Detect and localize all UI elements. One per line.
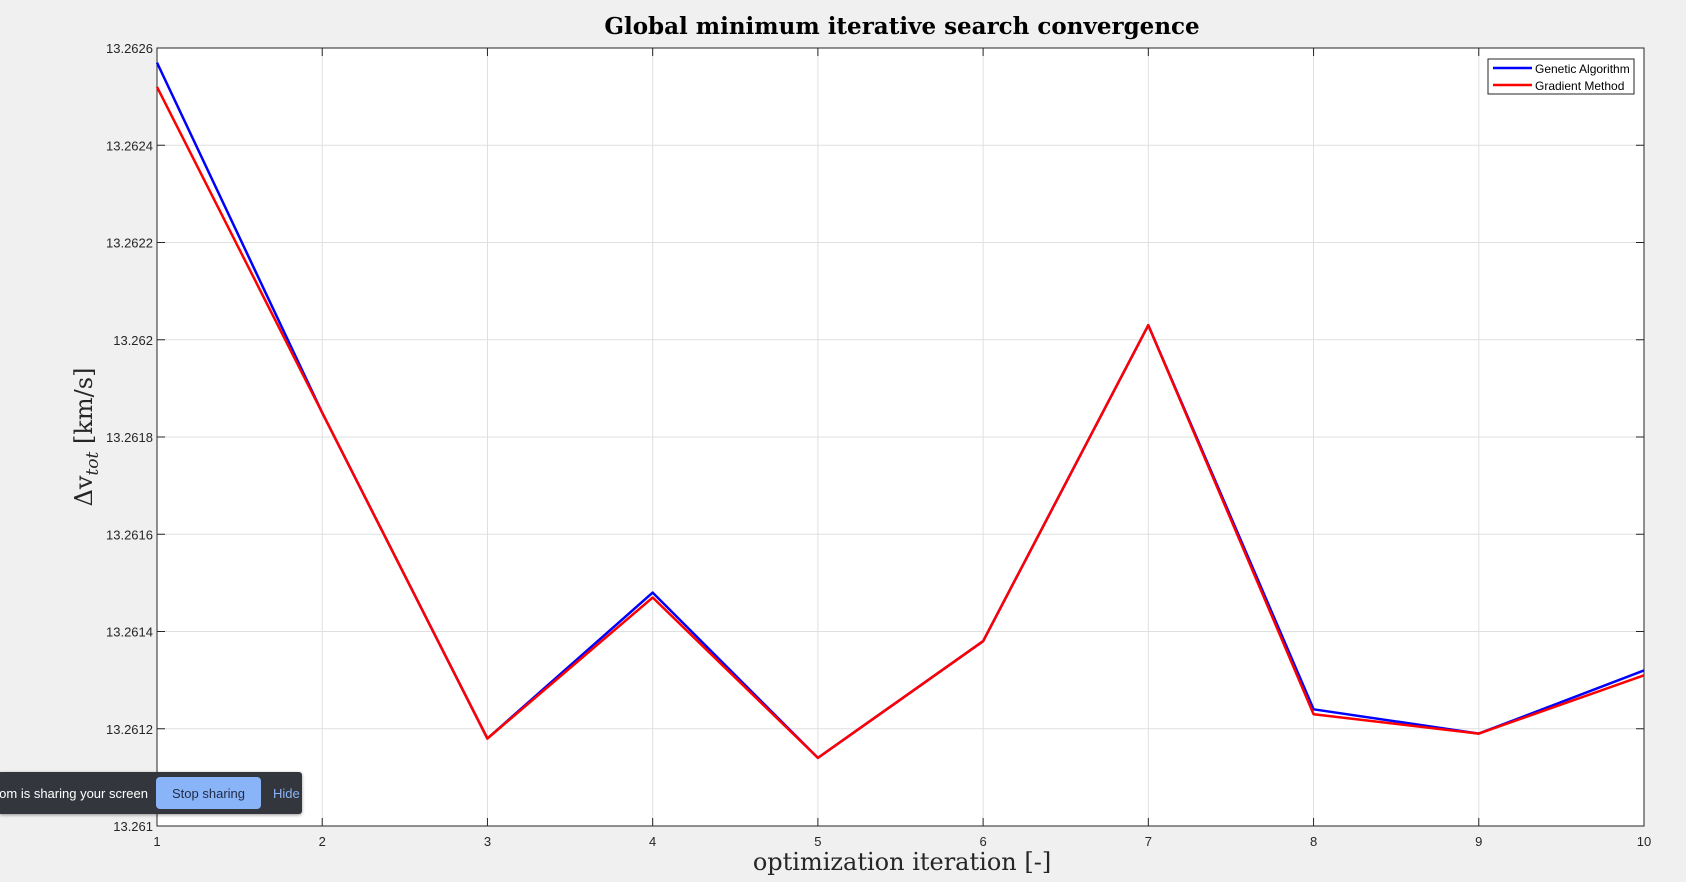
hide-button[interactable]: Hide (273, 785, 300, 801)
x-tick-label: 6 (979, 834, 986, 849)
screen-share-message: meet.google.com is sharing your screen. (0, 785, 148, 801)
y-tick-label: 13.2618 (106, 430, 153, 445)
y-tick-label: 13.2614 (106, 625, 153, 640)
chart-title: Global minimum iterative search converge… (604, 13, 1199, 40)
y-tick-label: 13.2612 (106, 722, 153, 737)
x-tick-label: 4 (649, 834, 656, 849)
x-tick-label: 1 (153, 834, 160, 849)
x-tick-label: 5 (814, 834, 821, 849)
x-tick-label: 8 (1310, 834, 1317, 849)
y-axis-label: Δvtot [km/s] (70, 368, 103, 507)
y-tick-label: 13.2622 (106, 236, 153, 251)
y-tick-label: 13.2616 (106, 527, 153, 542)
y-axis-label-symbol: Δv (70, 475, 98, 506)
series-lines (155, 62, 1645, 760)
legend-label-genetic: Genetic Algorithm (1535, 62, 1630, 76)
y-tick-label: 13.261 (113, 819, 153, 834)
x-tick-label: 7 (1145, 834, 1152, 849)
legend: Genetic Algorithm Gradient Method (1487, 58, 1635, 95)
x-tick-label: 9 (1475, 834, 1482, 849)
y-tick-label: 13.2626 (106, 41, 153, 56)
axis-ticks: 1 2 3 4 5 6 7 8 9 10 13.261 13.2612 13.2614 13.2616 13… (106, 41, 1651, 849)
y-axis-label-unit: [km/s] (70, 368, 98, 452)
x-tick-label: 3 (484, 834, 491, 849)
stop-sharing-button[interactable]: Stop sharing (156, 777, 261, 809)
legend-label-gradient: Gradient Method (1535, 79, 1624, 93)
y-axis-label-subscript: tot (83, 451, 103, 475)
legend-box (1487, 58, 1635, 95)
x-tick-label: 2 (319, 834, 326, 849)
screen-share-banner: meet.google.com is sharing your screen. … (0, 772, 302, 814)
x-axis-label: optimization iteration [-] (753, 848, 1051, 876)
series-line-gradient-method (155, 86, 1645, 760)
y-tick-label: 13.262 (113, 333, 153, 348)
y-tick-label: 13.2624 (106, 138, 153, 153)
x-tick-label: 10 (1637, 834, 1651, 849)
